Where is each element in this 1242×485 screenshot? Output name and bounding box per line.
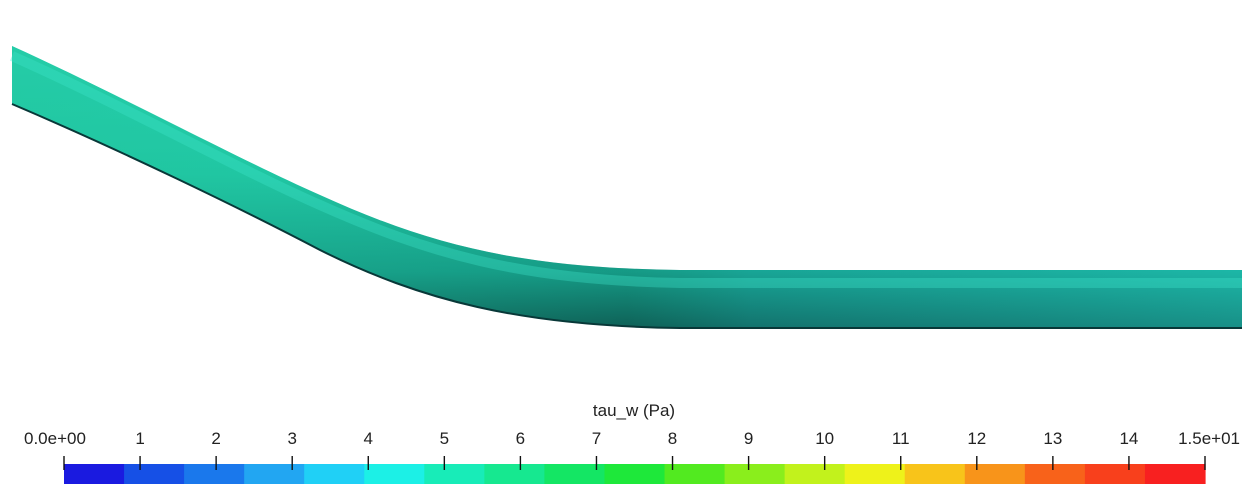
colorbar-band bbox=[604, 464, 666, 484]
colorbar-band bbox=[364, 464, 425, 484]
colorbar-tick-labels: 0.0e+00 1 2 3 4 5 6 7 8 9 10 11 12 13 14 1.5e+01 bbox=[24, 429, 1240, 448]
colorbar-tick-label: 10 bbox=[815, 429, 834, 448]
colorbar-tick-label: 4 bbox=[364, 429, 373, 448]
colorbar-band bbox=[964, 464, 1026, 484]
colorbar-band bbox=[304, 464, 365, 484]
colorbar-tick-label: 1.5e+01 bbox=[1178, 429, 1240, 448]
colorbar-tick-label: 6 bbox=[516, 429, 525, 448]
colorbar-bands bbox=[64, 464, 1206, 484]
colorbar-ticks bbox=[63, 456, 1206, 470]
pipe-highlight bbox=[9, 51, 1242, 288]
colorbar-band bbox=[1024, 464, 1086, 484]
colorbar-tick-label: 9 bbox=[744, 429, 753, 448]
colorbar-band bbox=[844, 464, 906, 484]
pipe-bottom-edge bbox=[11, 103, 1242, 329]
colorbar-tick-label: 13 bbox=[1043, 429, 1062, 448]
colorbar-tick-label: 3 bbox=[287, 429, 296, 448]
colorbar-tick-label: 7 bbox=[592, 429, 601, 448]
colorbar-tick-label: 11 bbox=[892, 429, 910, 448]
colorbar-tick-label: 8 bbox=[668, 429, 677, 448]
colorbar-band bbox=[784, 464, 846, 484]
colorbar-tick-label: 2 bbox=[211, 429, 220, 448]
colorbar-band bbox=[424, 464, 485, 484]
colorbar-band bbox=[184, 464, 245, 484]
colorbar-band bbox=[544, 464, 606, 484]
colorbar-tick-label: 5 bbox=[440, 429, 449, 448]
colorbar-title: tau_w (Pa) bbox=[593, 401, 675, 420]
pipe-tint bbox=[12, 46, 1242, 328]
colorbar-band bbox=[484, 464, 546, 484]
colorbar-band bbox=[664, 464, 726, 484]
colorbar-band bbox=[904, 464, 966, 484]
colorbar-tick-label: 12 bbox=[967, 429, 986, 448]
colorbar-tick-label: 0.0e+00 bbox=[24, 429, 86, 448]
colorbar-tick-label: 14 bbox=[1119, 429, 1138, 448]
colorbar-band bbox=[724, 464, 786, 484]
colorbar-band bbox=[124, 464, 185, 484]
colorbar-band bbox=[244, 464, 305, 484]
colorbar-band bbox=[64, 464, 125, 484]
colorbar-band bbox=[1084, 464, 1146, 484]
colorbar-tick-label: 1 bbox=[135, 429, 144, 448]
colorbar-band bbox=[1144, 464, 1206, 484]
